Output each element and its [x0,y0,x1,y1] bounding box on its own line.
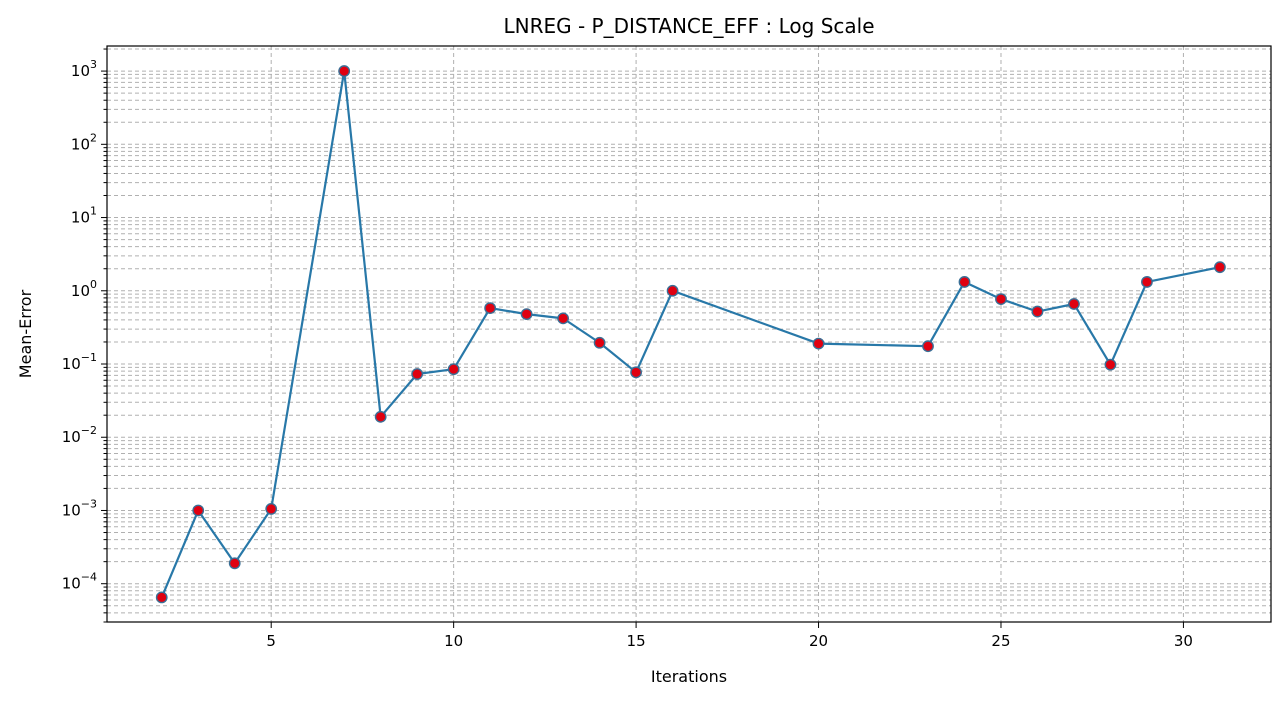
axes-frame [106,45,1272,623]
x-tick-label: 15 [627,632,646,650]
axis-ticks: 5 10 15 20 25 30 10−4 10−3 10−2 10−1 100 101 102 103 [62,48,1193,650]
x-axis-label: Iterations [651,667,727,686]
x-tick-label: 30 [1174,632,1193,650]
data-point [1031,305,1044,318]
grid-lines [107,46,1271,623]
data-point [958,276,971,288]
data-point [484,302,497,315]
y-tick-label: 100 [71,278,97,300]
x-tick-label: 25 [991,632,1010,650]
data-point [812,337,825,350]
data-point [666,284,679,297]
data-point [192,504,205,517]
data-point [1068,298,1080,310]
y-tick-label: 103 [71,58,97,80]
data-point [995,293,1007,305]
y-tick-label: 10−1 [62,351,97,373]
x-tick-label: 10 [444,632,463,650]
data-point [520,308,533,321]
data-point [338,65,351,77]
data-point [228,557,241,570]
x-tick-label: 20 [809,632,828,650]
data-point [1214,261,1226,274]
x-tick-label: 5 [266,632,276,650]
data-point [265,503,278,515]
y-tick-label: 102 [71,131,97,153]
data-point [630,366,642,379]
data-point [155,591,168,604]
y-tick-label: 10−4 [62,571,97,593]
chart-title: LNREG - P_DISTANCE_EFF : Log Scale [503,14,874,38]
y-tick-label: 10−3 [62,497,97,519]
y-axis-label: Mean-Error [16,289,35,378]
data-point [922,340,934,353]
data-point [447,363,460,376]
y-tick-label: 101 [71,205,97,227]
data-point [1104,358,1117,371]
y-tick-label: 10−2 [62,424,97,446]
plot-area [155,65,1226,604]
data-point [593,336,606,349]
data-point [411,368,424,380]
data-point [557,312,570,325]
data-point [374,410,387,423]
data-point [1141,276,1153,288]
series-line [160,69,1221,598]
